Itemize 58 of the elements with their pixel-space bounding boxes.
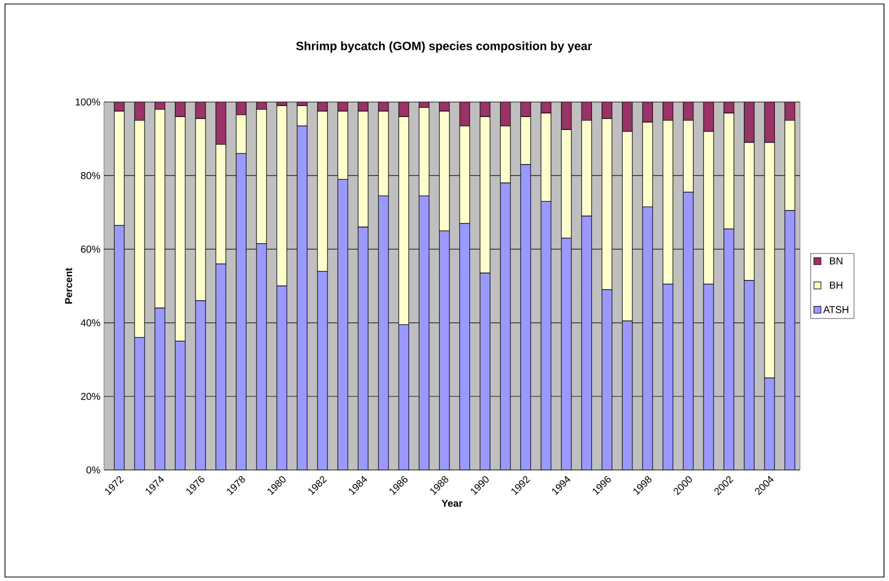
bar — [682, 192, 694, 470]
bar — [540, 201, 552, 470]
bar — [744, 102, 755, 143]
bar — [216, 102, 226, 145]
x-axis-title: Year — [442, 500, 462, 507]
y-tick-label: 100% — [76, 98, 100, 106]
bar — [195, 300, 206, 470]
bar — [662, 102, 674, 121]
y-tick-label: 60% — [81, 246, 100, 253]
y-axis-title: Percent — [65, 268, 72, 304]
bar — [337, 178, 348, 470]
bar — [744, 280, 755, 470]
bar — [520, 164, 531, 470]
bar — [174, 102, 186, 118]
bar — [317, 270, 328, 470]
bar — [500, 182, 511, 470]
bar — [418, 196, 430, 470]
bar — [296, 126, 308, 470]
bar — [784, 102, 796, 121]
bar — [256, 243, 267, 470]
bar — [174, 340, 186, 470]
bar — [398, 102, 410, 118]
legend-label: BN — [830, 257, 842, 264]
bar — [520, 102, 531, 118]
bar — [500, 102, 511, 126]
y-tick-label: 0% — [86, 466, 100, 474]
bar — [216, 264, 226, 470]
bar — [480, 272, 490, 470]
bar — [236, 153, 246, 470]
bar — [622, 320, 633, 470]
bar — [561, 238, 572, 470]
bar — [581, 216, 592, 470]
bar — [642, 102, 653, 123]
bar — [276, 286, 288, 470]
y-tick-label: 40% — [80, 319, 100, 326]
bar — [784, 210, 796, 470]
bar — [439, 230, 450, 470]
bar — [154, 308, 166, 470]
bar — [378, 196, 389, 470]
legend-label: BH — [830, 282, 842, 289]
bar — [642, 206, 653, 470]
bar — [682, 102, 694, 121]
bar — [622, 102, 633, 132]
bar — [581, 102, 592, 121]
y-tick-label: 20% — [81, 392, 100, 400]
y-tick-label: 80% — [80, 172, 100, 180]
bar — [724, 228, 734, 470]
bar — [662, 284, 674, 470]
bar — [561, 102, 572, 130]
legend-label: ATSH — [823, 306, 848, 314]
bar — [602, 289, 612, 470]
bar — [114, 224, 125, 470]
bar — [703, 284, 714, 470]
bar — [398, 324, 410, 470]
bar — [459, 223, 470, 470]
bar — [358, 226, 368, 470]
chart-title: Shrimp bycatch (GOM) species composition by year — [296, 41, 592, 53]
bar — [459, 102, 470, 126]
